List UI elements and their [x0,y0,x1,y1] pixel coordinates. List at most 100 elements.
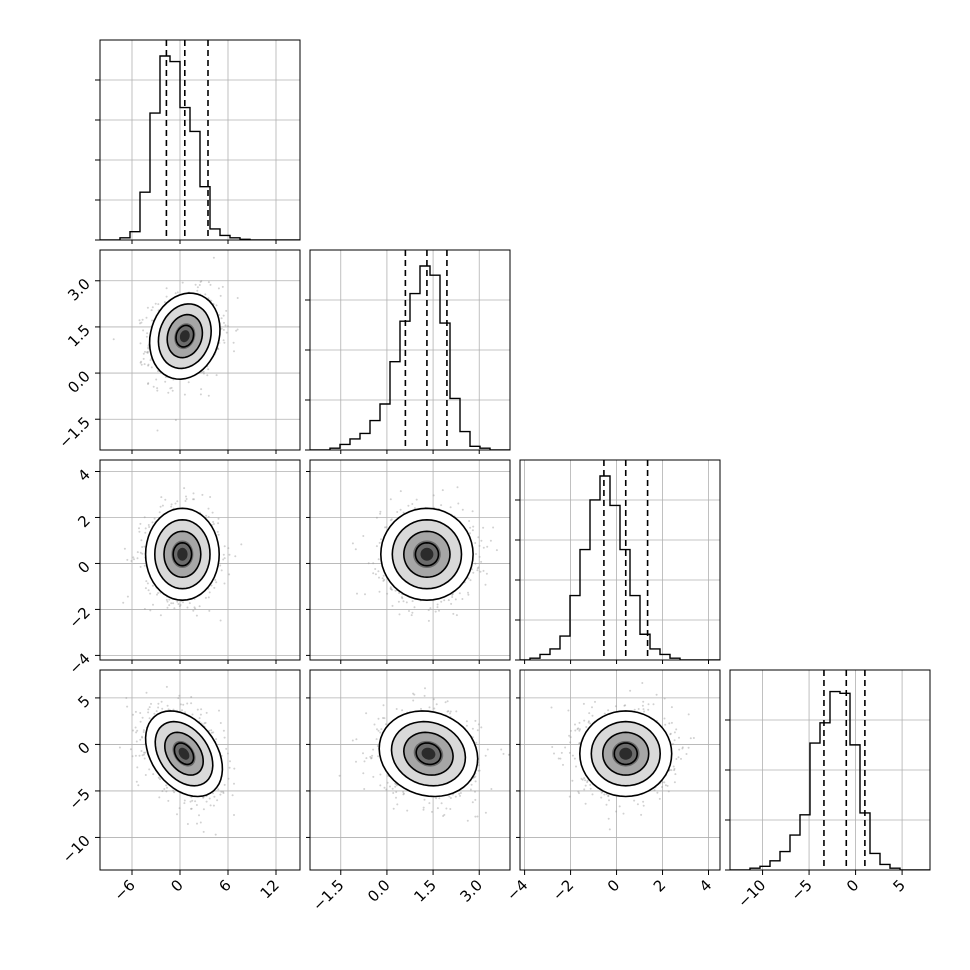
sample-point [183,393,186,396]
sample-point [214,833,217,836]
sample-point [386,592,389,595]
sample-point [174,502,177,505]
sample-point [165,685,168,688]
sample-point [139,712,142,714]
sample-point [165,287,168,290]
sample-point [600,796,603,799]
sample-point [173,607,176,610]
sample-point [147,382,150,385]
sample-point [372,748,375,751]
sample-point [451,593,454,596]
sample-point [413,507,416,510]
sample-point [192,498,194,501]
sample-point [380,538,382,541]
sample-point [212,256,215,259]
sample-point [231,794,234,797]
sample-point [214,578,217,581]
sample-point [377,755,380,758]
sample-point [661,781,664,784]
sample-point [476,569,479,572]
sample-point [468,520,471,522]
sample-point [202,370,205,373]
density-fill-5 [178,747,190,760]
sample-point [150,702,152,705]
sample-point [367,562,370,565]
sample-point [132,713,134,716]
sample-point [440,802,443,805]
sample-point [465,720,468,723]
sample-point [217,348,220,351]
sample-point [210,299,213,302]
sample-point [441,489,444,492]
sample-point [675,728,678,731]
sample-point [130,560,133,562]
sample-point [394,782,397,785]
sample-point [223,545,226,548]
sample-point [212,792,214,795]
sample-point [132,729,134,732]
sample-point [139,522,142,525]
sample-point [385,788,388,791]
contour-level-3 [390,720,467,787]
sample-point [379,784,382,787]
sample-point [206,374,209,377]
sample-point [482,526,485,529]
sample-point [173,791,176,794]
contour-level-3 [157,303,213,370]
panel-content [338,687,510,822]
sample-point [156,389,159,392]
sample-point [225,309,228,312]
sample-point [474,719,477,722]
sample-point [578,742,581,745]
sample-point [677,756,680,759]
panel-frame [519,459,721,661]
sample-point [383,578,386,581]
sample-point [362,772,365,775]
sample-point [212,523,215,525]
sample-point [371,754,374,757]
sample-point [142,329,145,332]
sample-point [118,746,121,749]
sample-point [222,790,225,793]
sample-point [655,693,658,696]
sample-point [412,692,415,695]
sample-point [211,511,214,514]
sample-point [168,598,171,601]
sample-point [411,503,414,505]
sample-point [415,498,418,501]
density-fill-5 [420,547,434,561]
sample-point [184,711,186,714]
sample-point [217,522,220,525]
histogram-series-3 [520,475,720,660]
sample-point [141,735,143,738]
sample-point [484,811,487,814]
sample-point [221,285,224,288]
sample-point [157,303,160,306]
sample-point [220,790,223,793]
sample-point [429,607,432,610]
sample-point [136,729,139,732]
sample-point [227,325,229,328]
sample-point [152,773,155,776]
sample-point [186,823,189,825]
sample-point [141,716,144,719]
sample-point [458,592,461,595]
sample-point [200,708,203,711]
sample-point [482,546,485,549]
sample-point [236,328,239,331]
sample-point [166,606,169,609]
sample-point [222,314,225,317]
sample-point [195,614,198,617]
sample-point [209,496,212,498]
sample-point [186,606,189,609]
sample-point [208,797,211,800]
sample-point [213,586,216,589]
sample-point [182,601,184,604]
contour-level-4 [148,292,221,381]
sample-point [191,713,194,716]
sample-point [372,572,375,575]
sample-point [225,331,228,334]
contour-level-1 [173,742,195,766]
sample-point [389,587,392,590]
sample-point [112,338,115,341]
